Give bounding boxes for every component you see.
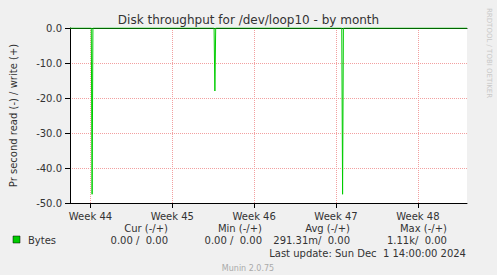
svg-text:0.00 / 0.00: 0.00 / 0.00 (111, 235, 168, 246)
svg-text:Munin 2.0.75: Munin 2.0.75 (222, 264, 274, 273)
svg-text:-50.0: -50.0 (36, 198, 62, 209)
svg-text:0.0: 0.0 (46, 23, 62, 34)
svg-text:Week 48: Week 48 (396, 211, 439, 222)
svg-text:-30.0: -30.0 (36, 128, 62, 139)
svg-text:Week 44: Week 44 (69, 211, 112, 222)
svg-text:Cur (-/+): Cur (-/+) (124, 223, 168, 234)
svg-text:1.11k/ 0.00: 1.11k/ 0.00 (387, 235, 447, 246)
svg-text:-10.0: -10.0 (36, 58, 62, 69)
svg-text:Max (-/+): Max (-/+) (400, 223, 447, 234)
svg-text:Pr second read (-) / write (+): Pr second read (-) / write (+) (8, 44, 19, 187)
svg-text:-40.0: -40.0 (36, 163, 62, 174)
svg-text:Disk throughput for /dev/loop1: Disk throughput for /dev/loop10 - by mon… (118, 13, 379, 27)
svg-text:-20.0: -20.0 (36, 93, 62, 104)
svg-text:Week 47: Week 47 (314, 211, 357, 222)
svg-text:Min (-/+): Min (-/+) (218, 223, 262, 234)
svg-text:Week 45: Week 45 (151, 211, 194, 222)
svg-text:Avg (-/+): Avg (-/+) (305, 223, 350, 234)
svg-text:Last update: Sun Dec 1 14:00:: Last update: Sun Dec 1 14:00:00 2024 (269, 248, 466, 259)
svg-text:Bytes: Bytes (28, 235, 56, 246)
svg-text:291.31m/ 0.00: 291.31m/ 0.00 (273, 235, 350, 246)
svg-text:RRDTOOL / TOBI OETIKER: RRDTOOL / TOBI OETIKER (485, 8, 493, 98)
svg-text:Week 46: Week 46 (233, 211, 276, 222)
svg-text:0.00 / 0.00: 0.00 / 0.00 (205, 235, 262, 246)
